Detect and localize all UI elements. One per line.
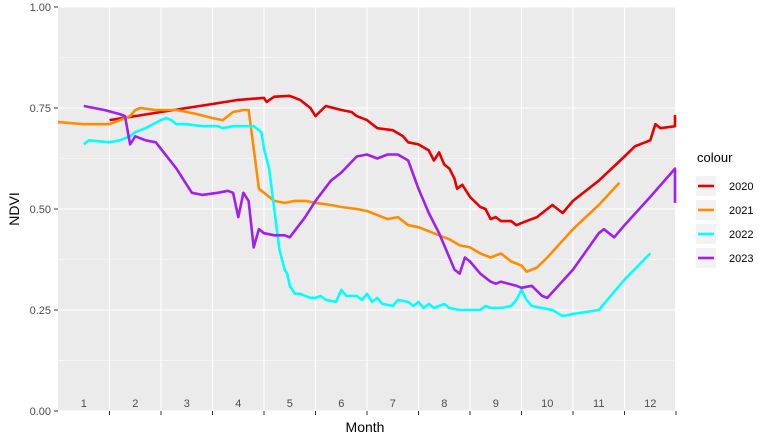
y-tick-label-0.00: 0.00 [30, 406, 51, 418]
x-tick-label-7: 7 [390, 398, 396, 410]
y-tick-label-0.25: 0.25 [30, 305, 51, 317]
legend-label-2020: 2020 [729, 181, 753, 193]
legend-label-2022: 2022 [729, 229, 753, 241]
x-tick-label-10: 10 [541, 398, 553, 410]
grid-major-lines [58, 6, 675, 412]
x-tick-label-1: 1 [81, 398, 87, 410]
x-tick-label-9: 9 [493, 398, 499, 410]
x-tick-label-12: 12 [644, 398, 656, 410]
y-tick-label-1.00: 1.00 [30, 2, 51, 14]
x-tick-label-6: 6 [338, 398, 344, 410]
series-line-2022 [82, 116, 652, 318]
y-tick-label-0.75: 0.75 [30, 103, 51, 115]
legend: colour 2020 2021 2022 2023 [696, 150, 753, 268]
x-tick-labels: 1 2 3 4 5 6 7 8 9 10 11 12 [81, 398, 657, 410]
x-tick-label-4: 4 [235, 398, 241, 410]
legend-items: 2020 2021 2022 2023 [696, 176, 753, 268]
legend-label-2023: 2023 [729, 253, 753, 265]
y-axis-title: NDVI [6, 192, 22, 225]
x-tick-label-2: 2 [132, 398, 138, 410]
series-line-2021 [57, 106, 621, 273]
x-tick-label-11: 11 [593, 398, 604, 410]
x-axis-title: Month [346, 419, 385, 435]
series-lines [57, 94, 677, 318]
y-tick-labels: 0.00 0.25 0.50 0.75 1.00 [30, 2, 51, 418]
x-tick-label-5: 5 [287, 398, 293, 410]
legend-label-2021: 2021 [729, 205, 753, 217]
x-tick-label-8: 8 [441, 398, 447, 410]
legend-title: colour [697, 150, 733, 165]
x-tick-label-3: 3 [184, 398, 190, 410]
series-line-2020 [109, 94, 677, 227]
y-tick-label-0.50: 0.50 [30, 204, 51, 216]
series-line-2023 [83, 104, 677, 300]
axis-ticks [54, 6, 677, 415]
